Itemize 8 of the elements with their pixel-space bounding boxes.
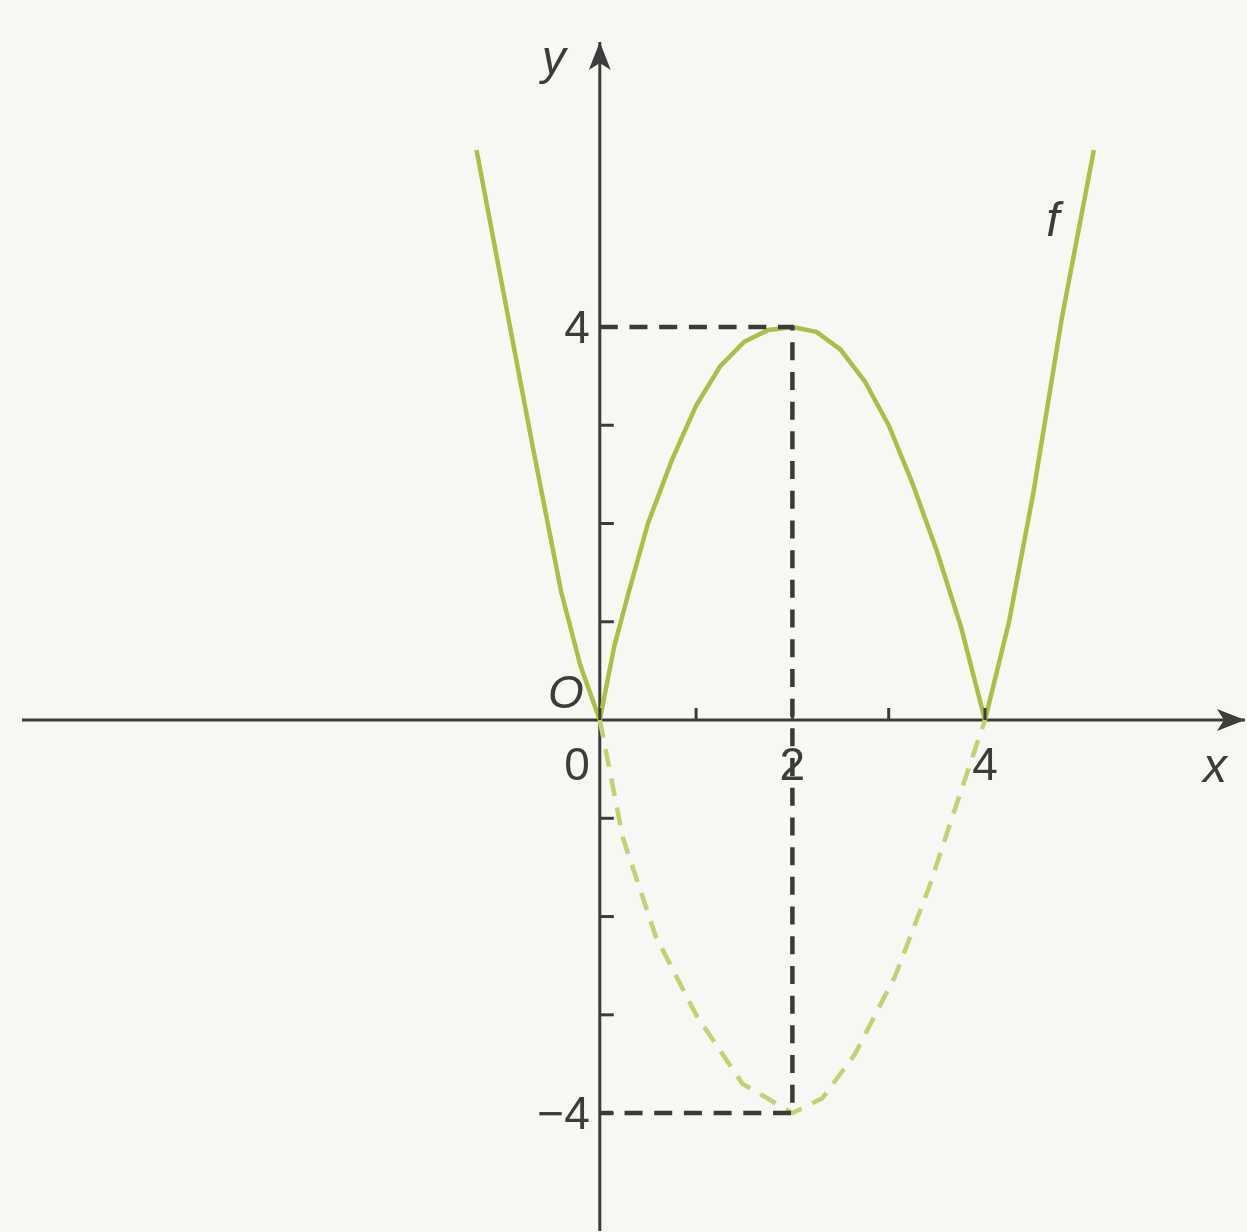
series-label: f <box>1046 193 1065 247</box>
y-tick-label: −4 <box>537 1087 590 1140</box>
x-tick-label: 4 <box>972 738 998 791</box>
annotation: O <box>548 666 584 719</box>
y-axis-title: y <box>538 31 569 84</box>
x-tick-label: 0 <box>564 738 590 791</box>
x-axis-title: x <box>1201 739 1229 793</box>
line-series <box>474 147 1097 723</box>
